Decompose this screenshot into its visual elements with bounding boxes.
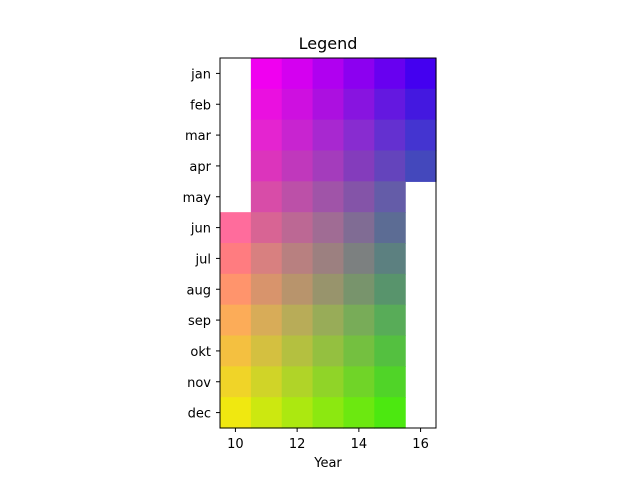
heatmap-cell-jun-10	[220, 212, 252, 244]
heatmap-cell-feb-13	[312, 88, 345, 121]
heatmap-cell-apr-13	[312, 150, 345, 182]
heatmap-cell-may-15	[374, 181, 406, 213]
x-tick-label: 10	[227, 437, 244, 452]
x-axis-title: Year	[313, 456, 342, 471]
heatmap-cell-okt-15	[374, 335, 406, 367]
y-tick-label: jun	[190, 222, 211, 237]
x-tick-label: 14	[351, 437, 368, 452]
heatmap-cell-jun-15	[374, 212, 406, 244]
y-tick-label: aug	[187, 283, 211, 298]
heatmap-cell-nov-10	[220, 366, 252, 398]
heatmap-cells	[220, 58, 437, 429]
heatmap-cell-mar-14	[343, 119, 375, 152]
heatmap-cell-apr-11	[250, 150, 283, 182]
heatmap-cell-jun-12	[281, 212, 314, 244]
chart-title: Legend	[299, 34, 358, 53]
heatmap-cell-nov-11	[250, 366, 283, 398]
heatmap-cell-okt-11	[250, 335, 283, 367]
y-tick-label: nov	[187, 376, 211, 391]
heatmap-cell-dec-11	[250, 397, 283, 429]
heatmap-cell-dec-13	[312, 397, 345, 429]
y-tick-label: jan	[190, 67, 211, 82]
heatmap-cell-jan-12	[281, 58, 314, 90]
y-tick-label: dec	[188, 407, 211, 422]
y-tick-label: feb	[190, 98, 211, 113]
heatmap-cell-sep-14	[343, 304, 375, 337]
x-axis-ticks: 10 12 14 16	[227, 428, 429, 452]
heatmap-cell-jul-12	[281, 243, 314, 275]
heatmap-cell-mar-11	[250, 119, 283, 152]
heatmap-cell-may-13	[312, 181, 345, 213]
heatmap-cell-feb-12	[281, 88, 314, 121]
heatmap-cell-aug-13	[312, 273, 345, 306]
heatmap-cell-nov-12	[281, 366, 314, 398]
heatmap-cell-jun-14	[343, 212, 375, 244]
heatmap-cell-feb-15	[374, 88, 406, 121]
heatmap-cell-apr-16	[405, 150, 437, 182]
heatmap-cell-aug-11	[250, 273, 283, 306]
heatmap-cell-aug-10	[220, 273, 252, 306]
y-axis-ticks: jan feb mar apr may jun jul aug sep okt nov dec	[183, 67, 220, 422]
heatmap-cell-dec-12	[281, 397, 314, 429]
heatmap-cell-jul-15	[374, 243, 406, 275]
heatmap-cell-may-14	[343, 181, 375, 213]
y-tick-label: apr	[189, 160, 211, 175]
heatmap-cell-jul-11	[250, 243, 283, 275]
y-tick-label: okt	[190, 345, 211, 360]
heatmap-cell-sep-12	[281, 304, 314, 337]
heatmap-cell-aug-12	[281, 273, 314, 306]
heatmap-cell-aug-15	[374, 273, 406, 306]
heatmap-cell-jul-14	[343, 243, 375, 275]
heatmap-cell-jul-10	[220, 243, 252, 275]
heatmap-cell-jan-15	[374, 58, 406, 90]
heatmap-cell-sep-11	[250, 304, 283, 337]
heatmap-cell-mar-15	[374, 119, 406, 152]
heatmap-cell-nov-14	[343, 366, 375, 398]
heatmap-cell-jan-14	[343, 58, 375, 90]
heatmap-cell-okt-14	[343, 335, 375, 367]
heatmap-cell-mar-12	[281, 119, 314, 152]
heatmap-cell-jan-13	[312, 58, 345, 90]
heatmap-cell-apr-14	[343, 150, 375, 182]
heatmap-cell-may-11	[250, 181, 283, 213]
heatmap-cell-jul-13	[312, 243, 345, 275]
heatmap-cell-apr-12	[281, 150, 314, 182]
heatmap-cell-dec-10	[220, 397, 252, 429]
heatmap-cell-jan-11	[250, 58, 283, 90]
heatmap-cell-feb-14	[343, 88, 375, 121]
heatmap-cell-mar-13	[312, 119, 345, 152]
heatmap-cell-aug-14	[343, 273, 375, 306]
plot-frame	[219, 57, 437, 429]
heatmap-cell-nov-15	[374, 366, 406, 398]
heatmap-cell-okt-13	[312, 335, 345, 367]
heatmap-cell-may-12	[281, 181, 314, 213]
heatmap-cell-dec-15	[374, 397, 406, 429]
heatmap-cell-sep-15	[374, 304, 406, 337]
x-tick-label: 12	[289, 437, 306, 452]
y-tick-label: sep	[188, 314, 211, 329]
heatmap-cell-nov-13	[312, 366, 345, 398]
heatmap-cell-sep-10	[220, 304, 252, 337]
y-tick-label: may	[183, 191, 212, 206]
y-tick-label: mar	[185, 129, 212, 144]
y-tick-label: jul	[195, 252, 211, 267]
heatmap-cell-feb-16	[405, 88, 437, 121]
heatmap-cell-jun-11	[250, 212, 283, 244]
heatmap-cell-sep-13	[312, 304, 345, 337]
heatmap-cell-jun-13	[312, 212, 345, 244]
heatmap-cell-okt-12	[281, 335, 314, 367]
heatmap-cell-dec-14	[343, 397, 375, 429]
heatmap-cell-mar-16	[405, 119, 437, 152]
heatmap-cell-feb-11	[250, 88, 283, 121]
heatmap-cell-okt-10	[220, 335, 252, 367]
x-tick-label: 16	[412, 437, 429, 452]
heatmap-cell-apr-15	[374, 150, 406, 182]
heatmap-cell-jan-16	[405, 58, 437, 90]
